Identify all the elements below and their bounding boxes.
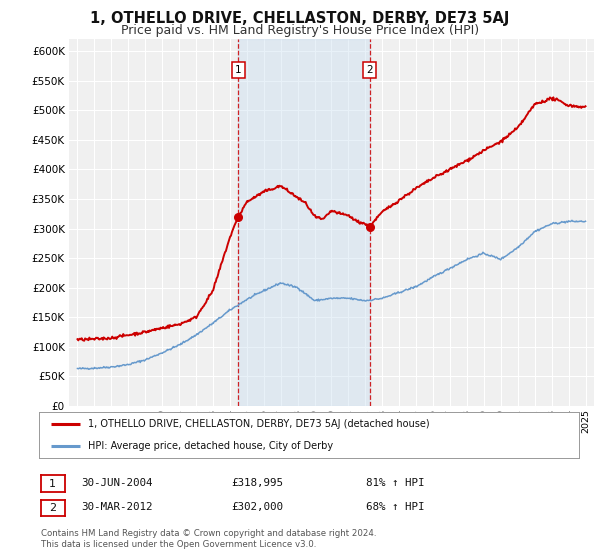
Text: Contains HM Land Registry data © Crown copyright and database right 2024.: Contains HM Land Registry data © Crown c… [41,529,376,538]
Text: 1: 1 [235,66,242,76]
Text: 81% ↑ HPI: 81% ↑ HPI [366,478,425,488]
Text: 1, OTHELLO DRIVE, CHELLASTON, DERBY, DE73 5AJ (detached house): 1, OTHELLO DRIVE, CHELLASTON, DERBY, DE7… [88,419,429,430]
Text: This data is licensed under the Open Government Licence v3.0.: This data is licensed under the Open Gov… [41,540,316,549]
Text: 1, OTHELLO DRIVE, CHELLASTON, DERBY, DE73 5AJ: 1, OTHELLO DRIVE, CHELLASTON, DERBY, DE7… [91,11,509,26]
Text: 1: 1 [49,479,56,489]
Text: 30-MAR-2012: 30-MAR-2012 [81,502,152,512]
Text: HPI: Average price, detached house, City of Derby: HPI: Average price, detached house, City… [88,441,333,451]
Text: Price paid vs. HM Land Registry's House Price Index (HPI): Price paid vs. HM Land Registry's House … [121,24,479,37]
Bar [238,39,370,406]
Text: 68% ↑ HPI: 68% ↑ HPI [366,502,425,512]
Text: £302,000: £302,000 [231,502,283,512]
Text: 2: 2 [49,503,56,513]
Text: 30-JUN-2004: 30-JUN-2004 [81,478,152,488]
Text: £318,995: £318,995 [231,478,283,488]
Text: 2: 2 [366,66,373,76]
